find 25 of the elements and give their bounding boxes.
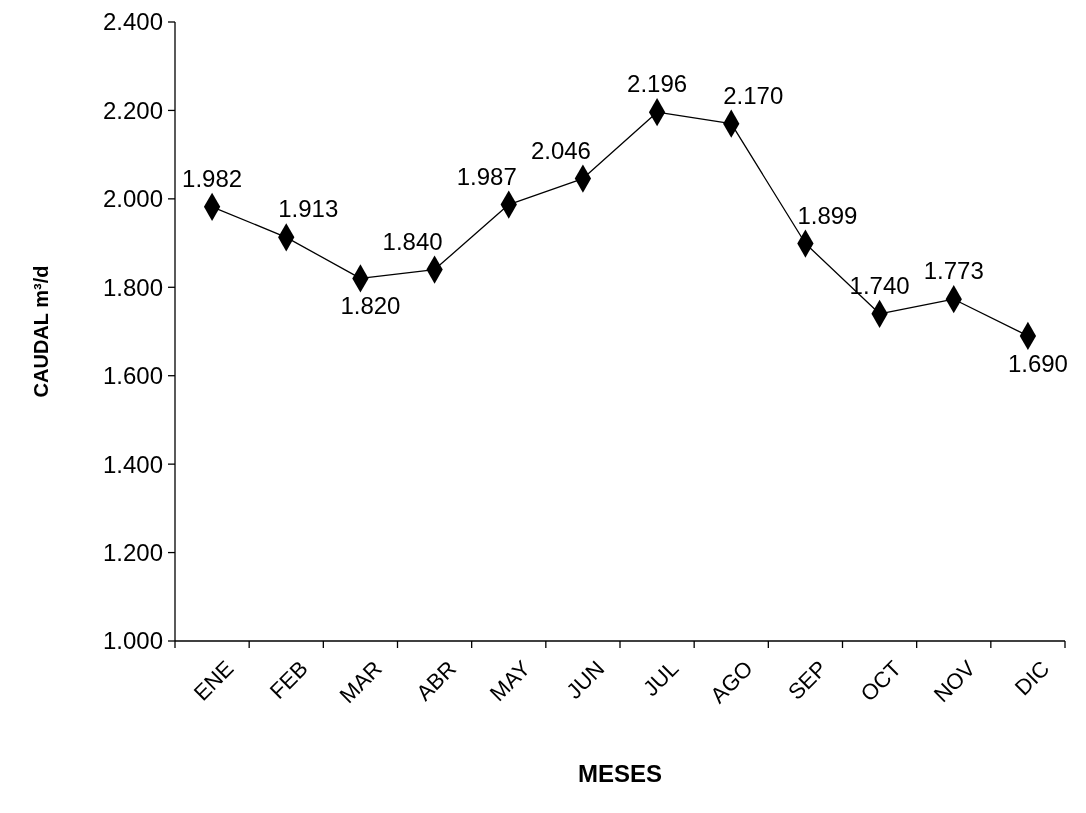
x-tick-label: DIC <box>1009 655 1055 701</box>
data-label: 1.840 <box>382 227 443 255</box>
y-tick-label: 2.000 <box>102 185 163 213</box>
y-tick-label: 2.400 <box>102 8 163 36</box>
y-tick-label: 1.000 <box>102 627 163 655</box>
y-tick-label: 1.400 <box>102 450 163 478</box>
y-tick-label: 1.800 <box>102 273 163 301</box>
data-label: 1.982 <box>182 164 243 192</box>
y-tick-label: 1.600 <box>102 362 163 390</box>
data-label: 1.820 <box>340 292 401 320</box>
y-tick-label: 1.200 <box>102 538 163 566</box>
data-label: 1.773 <box>923 257 984 285</box>
data-label: 1.740 <box>849 271 910 299</box>
data-label: 1.987 <box>456 162 517 190</box>
data-label: 2.196 <box>627 70 688 98</box>
data-label: 1.690 <box>1007 349 1068 377</box>
x-tick-label: FEB <box>264 655 313 704</box>
y-tick-label: 2.200 <box>102 96 163 124</box>
data-label: 1.913 <box>278 195 339 223</box>
x-axis-title: MESES <box>577 760 663 787</box>
y-axis-title: CAUDAL m³/d <box>30 265 52 398</box>
x-tick-label: JUL <box>638 655 684 702</box>
data-label: 1.899 <box>797 201 858 229</box>
data-label: 2.046 <box>530 136 591 164</box>
data-label: 2.170 <box>723 81 784 109</box>
